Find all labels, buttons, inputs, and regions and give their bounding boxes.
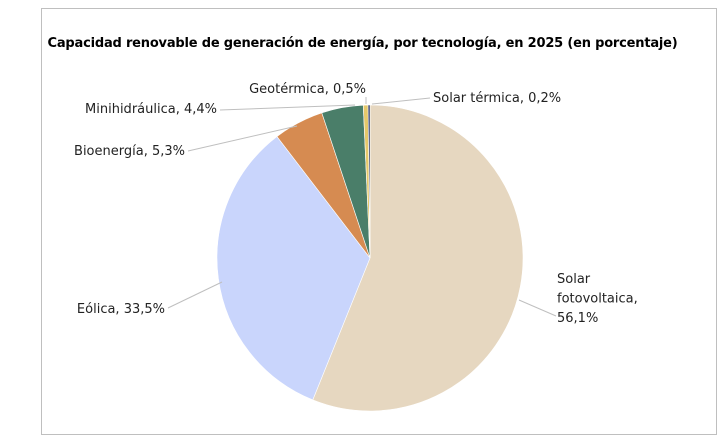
leader-line xyxy=(219,104,356,111)
leader-line xyxy=(371,97,431,105)
leader-line xyxy=(518,299,557,317)
pie-slice-solar-fotovoltaica xyxy=(312,104,524,412)
chart-title: Capacidad renovable de generación de ene… xyxy=(47,36,678,51)
data-label: Solar térmica, 0,2% xyxy=(433,91,561,106)
data-label: Geotérmica, 0,5% xyxy=(249,82,366,97)
leader-line xyxy=(187,125,298,152)
data-label: Eólica, 33,5% xyxy=(77,302,165,317)
leader-line xyxy=(167,281,223,309)
pie-slice-eólica xyxy=(216,136,371,401)
data-label: Bioenergía, 5,3% xyxy=(74,144,185,159)
pie-slice-solar-térmica xyxy=(367,104,371,259)
data-label: Minihidráulica, 4,4% xyxy=(85,102,217,117)
data-label: Solar fotovoltaica, 56,1% xyxy=(557,272,638,326)
